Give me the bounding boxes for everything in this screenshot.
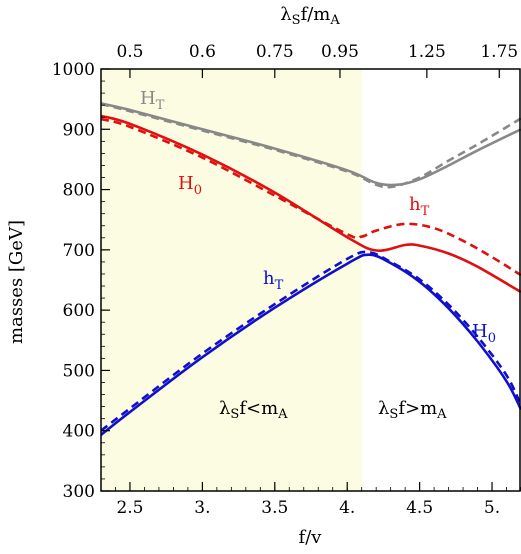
series-line-3	[101, 117, 521, 277]
x-tick-label: 2.5	[116, 498, 143, 518]
top-tick-label: 0.95	[321, 42, 359, 62]
x-tick-label: 5.	[484, 498, 500, 518]
y-tick-label: 400	[63, 422, 95, 442]
series-line-2	[101, 114, 521, 294]
top-tick-label: 1.75	[480, 42, 518, 62]
series-layer	[101, 102, 521, 436]
label-region-left: λSf<mA	[219, 398, 288, 422]
y-tick-label: 700	[63, 241, 95, 261]
top-tick-label: 0.5	[116, 42, 143, 62]
y-tick-label: 600	[63, 301, 95, 321]
ticks-layer: 2.5 3. 3.5 4. 4.5 5. 300 400 500 600 700 800 900 1000…	[52, 42, 521, 518]
x-tick-label: 3.	[194, 498, 210, 518]
label-hT-blue: hT	[263, 268, 284, 293]
label-region-right: λSf>mA	[378, 398, 447, 422]
plot-frame	[100, 68, 521, 492]
y-tick-label: 900	[63, 120, 95, 140]
top-axis-title: λSf/mA	[280, 4, 340, 28]
y-tick-label: 500	[63, 361, 95, 381]
y-axis-title: masses [GeV]	[6, 220, 27, 344]
shaded-region	[101, 69, 362, 491]
top-tick-label: 1.25	[408, 42, 446, 62]
label-H0-red: H0	[178, 173, 202, 198]
series-line-1	[101, 102, 521, 189]
x-tick-label: 3.5	[261, 498, 288, 518]
label-hT-red: hT	[409, 194, 430, 219]
top-tick-label: 0.6	[189, 42, 216, 62]
x-axis-title: f/v	[299, 527, 323, 548]
y-tick-label: 300	[63, 482, 95, 502]
label-H0-blue: H0	[472, 321, 496, 346]
series-line-5	[101, 250, 521, 432]
label-HT-gray: HT	[140, 88, 165, 113]
x-tick-label: 4.	[339, 498, 355, 518]
x-tick-label: 4.5	[406, 498, 433, 518]
top-tick-label: 0.75	[256, 42, 294, 62]
y-tick-label: 1000	[52, 60, 95, 80]
y-tick-label: 800	[63, 181, 95, 201]
series-line-4	[101, 253, 521, 436]
